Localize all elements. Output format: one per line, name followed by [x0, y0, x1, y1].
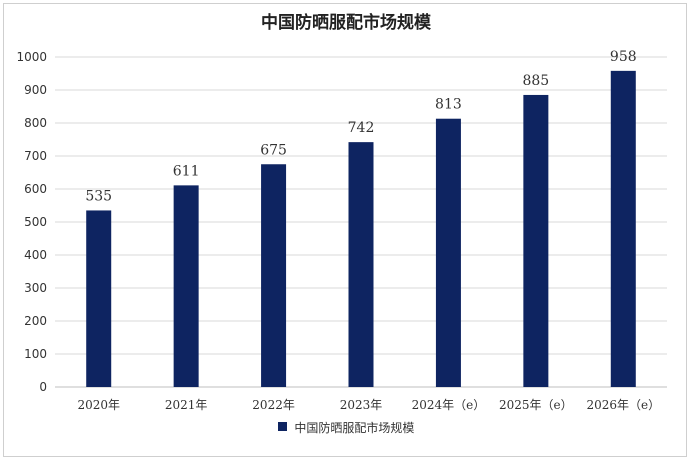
bar: [173, 185, 199, 387]
x-tick-label: 2025年（e）: [499, 398, 573, 412]
legend-label: 中国防晒服配市场规模: [294, 421, 415, 435]
bar: [610, 70, 636, 388]
bar: [348, 142, 374, 387]
y-tick-label: 0: [39, 380, 47, 394]
bar: [435, 118, 461, 388]
bar: [523, 94, 549, 387]
y-tick-label: 800: [24, 116, 47, 130]
y-tick-label: 1000: [16, 50, 47, 64]
data-label: 535: [85, 188, 112, 204]
y-tick-label: 900: [24, 83, 47, 97]
chart-legend: 中国防晒服配市场规模: [0, 419, 692, 436]
data-label: 742: [348, 120, 375, 136]
y-tick-label: 200: [24, 314, 47, 328]
y-tick-label: 700: [24, 149, 47, 163]
data-label: 675: [260, 142, 287, 158]
y-tick-label: 500: [24, 215, 47, 229]
x-tick-label: 2023年: [340, 398, 383, 412]
y-tick-label: 300: [24, 281, 47, 295]
data-label: 611: [173, 163, 200, 179]
y-tick-label: 600: [24, 182, 47, 196]
x-tick-label: 2020年: [77, 398, 120, 412]
bar: [261, 164, 287, 387]
legend-swatch: [277, 422, 287, 431]
x-tick-label: 2022年: [252, 398, 295, 412]
chart-title: 中国防晒服配市场规模: [261, 13, 431, 33]
bar: [86, 210, 112, 387]
x-tick-label: 2021年: [165, 398, 208, 412]
y-tick-label: 100: [24, 347, 47, 361]
data-label: 958: [610, 49, 637, 65]
data-label: 885: [522, 73, 549, 89]
y-tick-label: 400: [24, 248, 47, 262]
x-tick-label: 2024年（e）: [412, 398, 486, 412]
x-tick-label: 2026年（e）: [586, 398, 660, 412]
chart-frame: [3, 3, 687, 457]
data-label: 813: [435, 97, 462, 113]
